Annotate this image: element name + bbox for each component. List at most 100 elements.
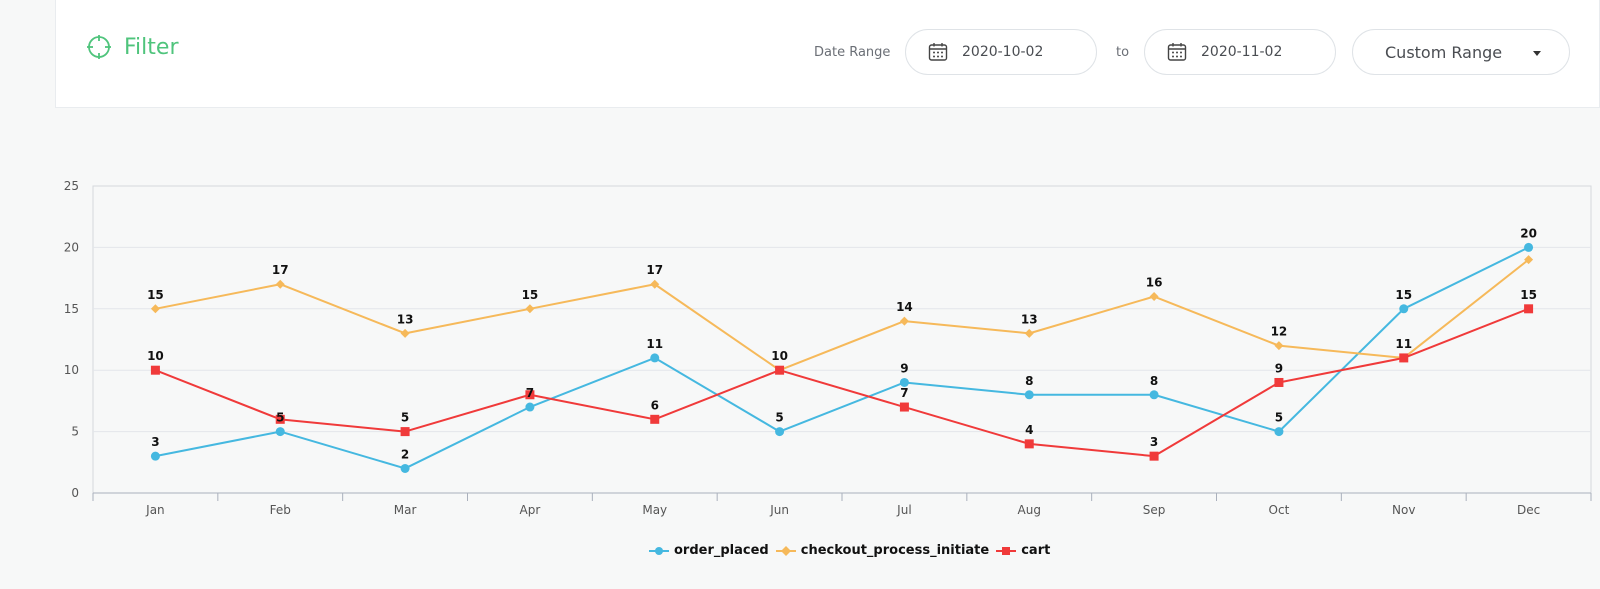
date-range-label: Date Range	[814, 45, 891, 60]
data-point-checkout_process_initiate	[1524, 255, 1534, 265]
data-label-checkout_process_initiate: 17	[272, 263, 289, 277]
data-point-cart	[1399, 353, 1409, 363]
crosshair-icon	[87, 35, 111, 59]
data-label-checkout_process_initiate: 12	[1271, 325, 1288, 339]
data-label-checkout_process_initiate: 17	[646, 263, 663, 277]
x-tick-label: Dec	[1517, 503, 1540, 517]
data-label-order_placed: 8	[1150, 374, 1158, 388]
series-line-cart	[155, 307, 1529, 458]
data-label-checkout_process_initiate: 13	[397, 312, 414, 326]
data-label-cart: 15	[1520, 288, 1537, 302]
data-label-cart: 4	[1025, 423, 1033, 437]
data-label-order_placed: 8	[1025, 374, 1033, 388]
data-label-order_placed: 5	[775, 411, 783, 425]
y-tick-label: 25	[64, 179, 79, 193]
data-label-cart: 11	[1395, 337, 1412, 351]
data-point-cart	[899, 402, 909, 412]
to-label: to	[1116, 45, 1130, 60]
data-label-cart: 5	[401, 411, 409, 425]
data-label-checkout_process_initiate: 15	[147, 288, 164, 302]
data-point-order_placed	[525, 402, 535, 412]
legend-item-checkout-process-initiate[interactable]: checkout_process_initiate	[775, 543, 989, 558]
from-date-value: 2020-10-02	[962, 44, 1044, 60]
data-label-checkout_process_initiate: 16	[1146, 276, 1163, 290]
x-tick-label: May	[642, 503, 667, 517]
data-point-cart	[1524, 304, 1534, 314]
data-label-order_placed: 2	[401, 447, 409, 461]
data-point-order_placed	[775, 427, 785, 437]
data-point-order_placed	[275, 427, 285, 437]
x-tick-label: Apr	[520, 503, 541, 517]
data-point-order_placed	[400, 463, 410, 473]
data-label-cart: 10	[771, 349, 788, 363]
x-tick-label: Sep	[1143, 503, 1166, 517]
data-label-order_placed: 3	[151, 435, 159, 449]
calendar-icon	[1167, 43, 1187, 61]
data-point-cart	[650, 414, 660, 424]
legend-label: checkout_process_initiate	[800, 543, 990, 558]
data-label-order_placed: 9	[900, 361, 908, 375]
legend-item-order-placed[interactable]: order_placed	[648, 543, 769, 558]
data-label-order_placed: 7	[526, 386, 534, 400]
legend-label: order_placed	[674, 543, 769, 558]
y-tick-label: 20	[64, 240, 79, 254]
data-point-order_placed	[899, 377, 909, 387]
data-label-checkout_process_initiate: 13	[1021, 312, 1038, 326]
data-label-checkout_process_initiate: 14	[896, 300, 913, 314]
x-tick-label: Aug	[1018, 503, 1041, 517]
y-tick-label: 15	[64, 302, 79, 316]
data-point-cart	[1149, 451, 1159, 461]
x-tick-label: Oct	[1269, 503, 1290, 517]
data-point-checkout_process_initiate	[525, 304, 535, 314]
data-point-cart	[275, 414, 285, 424]
legend-marker-checkout	[775, 545, 796, 556]
calendar-icon	[928, 43, 948, 61]
to-date-value: 2020-11-02	[1201, 44, 1283, 60]
plot-area	[92, 185, 1592, 494]
data-point-cart	[1274, 377, 1284, 387]
data-label-cart: 7	[900, 386, 908, 400]
data-point-checkout_process_initiate	[899, 316, 909, 326]
data-point-checkout_process_initiate	[1024, 328, 1034, 338]
range-select[interactable]: Custom Range	[1352, 29, 1570, 75]
data-point-cart	[775, 365, 785, 375]
data-point-order_placed	[1524, 242, 1534, 252]
data-label-order_placed: 5	[276, 411, 284, 425]
x-tick-label: Jun	[769, 503, 789, 517]
chevron-down-icon	[1533, 51, 1541, 56]
x-tick-label: Jan	[145, 503, 165, 517]
data-point-order_placed	[150, 451, 160, 461]
data-point-cart	[1024, 439, 1034, 449]
data-point-checkout_process_initiate	[1274, 341, 1284, 351]
data-point-cart	[525, 390, 535, 400]
data-label-cart: 6	[651, 398, 659, 412]
data-point-order_placed	[1399, 304, 1409, 314]
data-point-cart	[150, 365, 160, 375]
legend-label: cart	[1021, 543, 1051, 558]
x-tick-label: Jul	[896, 503, 911, 517]
y-tick-label: 0	[71, 486, 79, 500]
data-label-cart: 10	[147, 349, 164, 363]
data-label-cart: 3	[1150, 435, 1158, 449]
chart-legend: order_placed checkout_process_initiate c…	[648, 543, 1056, 558]
y-tick-label: 5	[71, 425, 79, 439]
data-label-order_placed: 20	[1520, 226, 1537, 240]
filter-header: Filter	[86, 34, 178, 60]
legend-marker-cart	[996, 546, 1017, 555]
x-tick-label: Mar	[394, 503, 417, 517]
data-point-checkout_process_initiate	[400, 328, 410, 338]
legend-item-cart[interactable]: cart	[995, 543, 1050, 558]
from-date-input[interactable]: 2020-10-02	[905, 29, 1097, 75]
filter-card	[55, 0, 1600, 108]
y-tick-label: 10	[64, 363, 79, 377]
data-label-checkout_process_initiate: 15	[522, 288, 539, 302]
series-line-checkout_process_initiate	[155, 258, 1530, 372]
to-date-input[interactable]: 2020-11-02	[1144, 29, 1336, 75]
data-point-checkout_process_initiate	[150, 304, 160, 314]
range-select-value: Custom Range	[1385, 42, 1503, 62]
data-label-order_placed: 15	[1395, 288, 1412, 302]
data-point-checkout_process_initiate	[650, 279, 660, 289]
data-point-checkout_process_initiate	[1149, 292, 1159, 302]
data-point-order_placed	[1024, 390, 1034, 400]
